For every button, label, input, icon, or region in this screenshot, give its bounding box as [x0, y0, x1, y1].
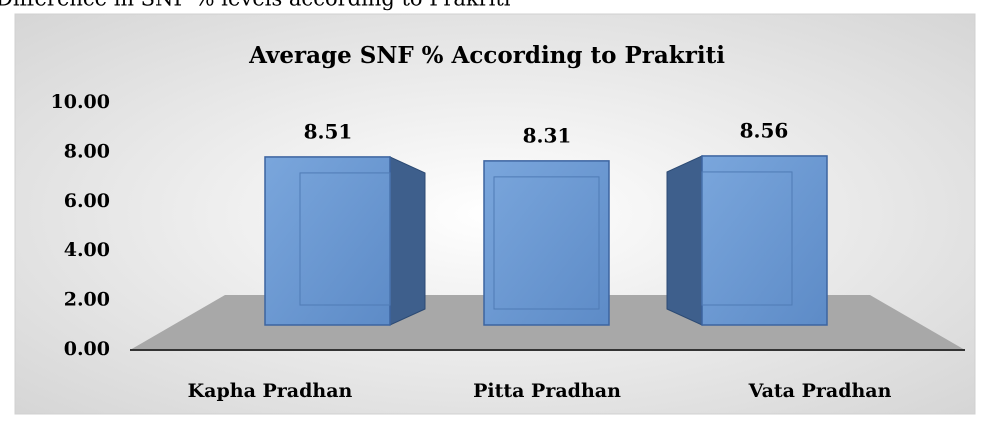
bar: [264, 156, 426, 326]
caption: Difference in SNF % levels according to …: [0, 0, 511, 11]
chart-title: Average SNF % According to Prakriti: [248, 42, 725, 69]
bar-inner: [299, 172, 391, 306]
y-tick-label: 4.00: [64, 239, 110, 261]
value-label: 8.56: [740, 118, 789, 142]
bar-front: [483, 160, 610, 326]
bar: [483, 160, 610, 326]
bar-side: [666, 155, 703, 326]
y-tick-label: 10.00: [51, 91, 111, 113]
y-tick-label: 2.00: [64, 289, 110, 311]
x-tick-label: Kapha Pradhan: [188, 380, 353, 402]
bar-front: [264, 156, 391, 326]
bar-front: [701, 155, 828, 326]
bar: [666, 155, 828, 326]
x-tick-label: Vata Pradhan: [748, 380, 892, 402]
y-tick-label: 8.00: [64, 140, 110, 162]
x-tick-label: Pitta Pradhan: [473, 380, 621, 402]
bar-inner: [493, 176, 600, 310]
bar-side: [389, 156, 426, 326]
value-label: 8.31: [523, 123, 572, 147]
value-label: 8.51: [304, 119, 353, 143]
y-tick-label: 0.00: [64, 338, 110, 360]
y-tick-label: 6.00: [64, 190, 110, 212]
bar-inner: [701, 171, 793, 306]
